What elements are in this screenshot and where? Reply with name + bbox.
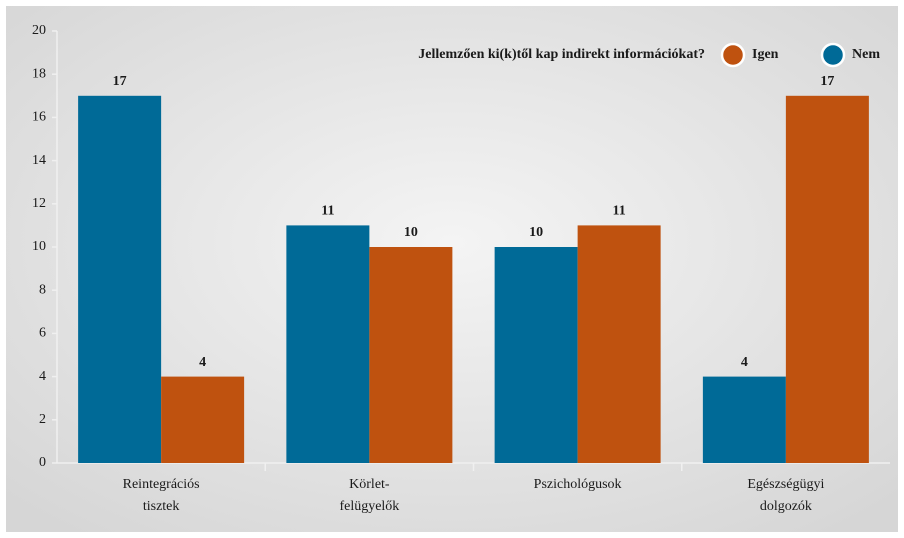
value-label: 10: [404, 225, 418, 240]
y-tick-label: 20: [32, 23, 46, 38]
y-tick-label: 0: [39, 455, 46, 470]
x-tick-label: dolgozók: [760, 499, 812, 514]
y-tick-label: 6: [39, 326, 46, 341]
legend-label: Nem: [852, 47, 880, 62]
value-label: 11: [321, 204, 334, 219]
bar: [577, 225, 661, 463]
x-tick-label: Körlet-: [349, 477, 390, 492]
bar: [369, 247, 453, 463]
y-tick-label: 12: [32, 196, 46, 211]
x-tick-label: tisztek: [143, 499, 180, 514]
y-tick-label: 14: [32, 153, 46, 168]
x-tick-label: Reintegrációs: [123, 477, 200, 492]
x-tick-label: felügyelők: [339, 499, 399, 514]
bar: [78, 95, 162, 464]
y-tick-label: 10: [32, 239, 46, 254]
legend-title: Jellemzően ki(k)től kap indirekt informá…: [418, 47, 705, 62]
legend-swatch: [720, 42, 746, 68]
y-tick-label: 4: [39, 369, 46, 384]
y-tick-label: 18: [32, 66, 46, 81]
bar: [785, 95, 869, 464]
y-tick-label: 8: [39, 282, 46, 297]
bar: [494, 247, 578, 463]
value-label: 11: [613, 204, 626, 219]
x-tick-label: Pszichológusok: [534, 477, 622, 492]
value-label: 17: [820, 74, 834, 89]
value-label: 4: [199, 355, 206, 370]
x-tick-label: Egészségügyi: [747, 477, 824, 492]
value-label: 10: [529, 225, 543, 240]
value-label: 4: [741, 355, 748, 370]
legend-label: Igen: [752, 47, 779, 62]
value-label: 17: [113, 74, 127, 89]
legend-swatch: [820, 42, 846, 68]
bar: [286, 225, 370, 463]
bar: [702, 376, 786, 463]
y-tick-label: 2: [39, 412, 46, 427]
y-tick-label: 16: [32, 110, 46, 125]
bar: [161, 376, 245, 463]
